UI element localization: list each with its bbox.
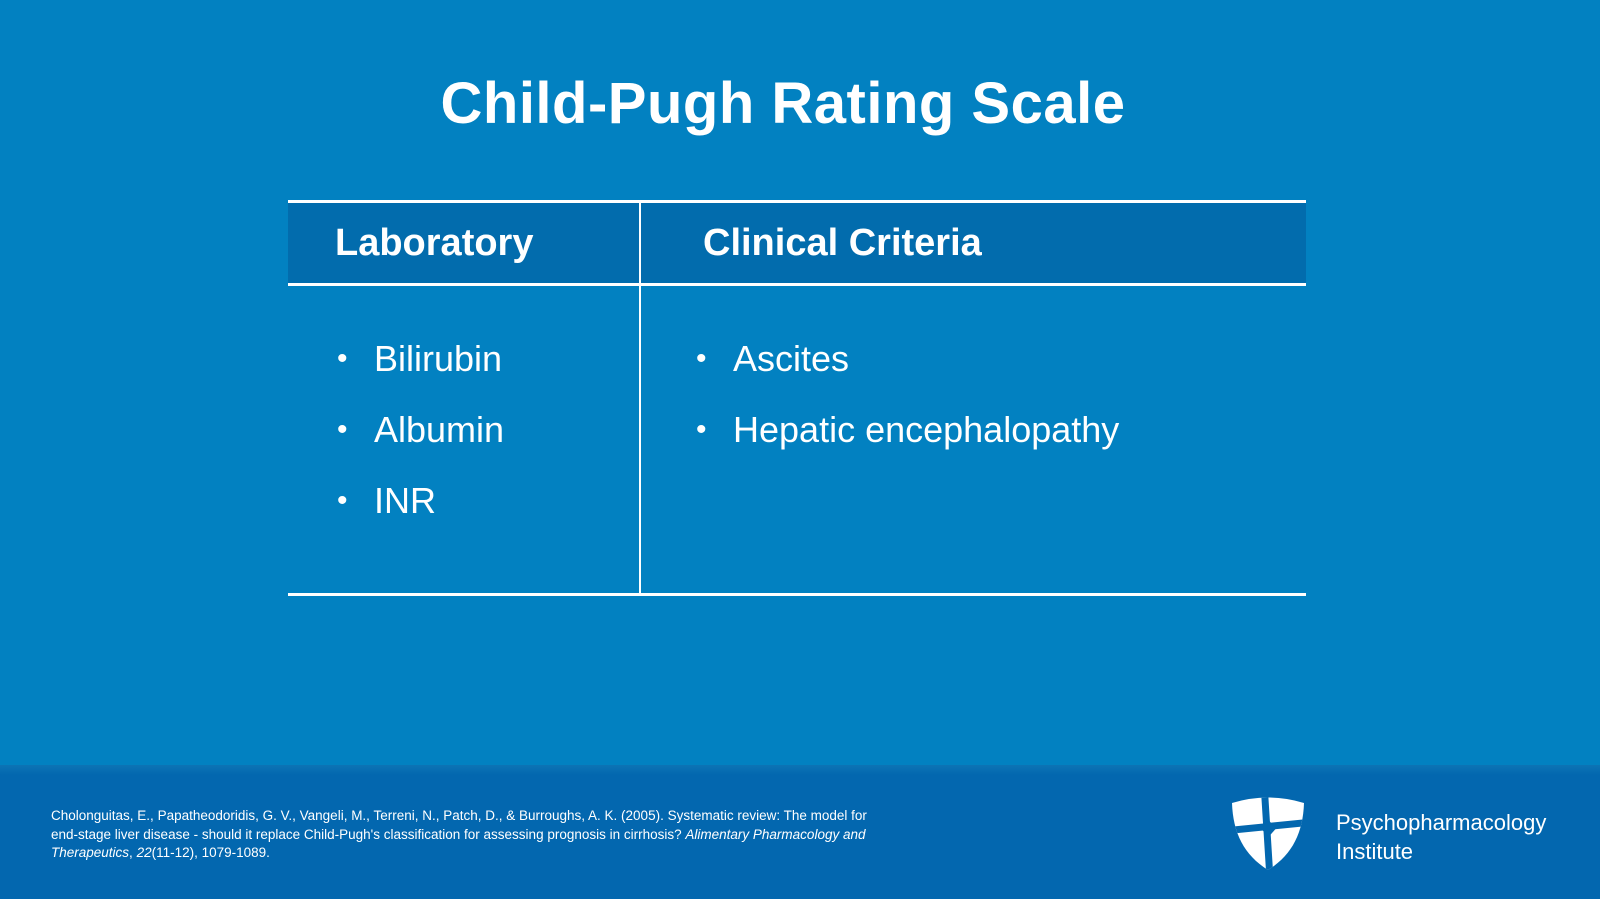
citation-text: Cholonguitas, E., Papatheodoridis, G. V.… bbox=[51, 807, 981, 863]
list-item: • Ascites bbox=[696, 337, 1306, 381]
bullet-icon: • bbox=[337, 413, 348, 446]
psychopharmacology-institute-logo: Psychopharmacology Institute bbox=[1228, 791, 1546, 871]
logo-text-line1: Psychopharmacology bbox=[1336, 810, 1547, 835]
list-item: • INR bbox=[337, 479, 639, 523]
item-label: Ascites bbox=[733, 338, 850, 379]
logo-text: Psychopharmacology Institute bbox=[1336, 808, 1546, 866]
footer-bar: Cholonguitas, E., Papatheodoridis, G. V.… bbox=[0, 765, 1600, 899]
table-header-row: Laboratory Clinical Criteria bbox=[288, 200, 1306, 286]
clinical-criteria-list: • Ascites • Hepatic encephalopathy bbox=[641, 286, 1306, 452]
bullet-icon: • bbox=[337, 342, 348, 375]
table-body-row: • Bilirubin • Albumin • INR • bbox=[288, 286, 1306, 596]
list-item: • Hepatic encephalopathy bbox=[696, 408, 1306, 452]
item-label: Albumin bbox=[374, 409, 505, 450]
bullet-icon: • bbox=[696, 342, 707, 375]
slide-title: Child-Pugh Rating Scale bbox=[440, 71, 1126, 136]
shield-cross-icon bbox=[1232, 797, 1304, 870]
criteria-table: Laboratory Clinical Criteria • Bilirubin… bbox=[288, 200, 1306, 596]
clinical-criteria-cell: • Ascites • Hepatic encephalopathy bbox=[641, 286, 1306, 593]
citation-line: Therapeutics, 22(11-12), 1079-1089. bbox=[51, 845, 270, 861]
list-item: • Albumin bbox=[337, 408, 639, 452]
item-label: Bilirubin bbox=[374, 338, 503, 379]
bullet-icon: • bbox=[696, 413, 707, 446]
logo-text-line2: Institute bbox=[1336, 839, 1414, 864]
header-cell-clinical-criteria: Clinical Criteria bbox=[703, 221, 982, 264]
item-label: INR bbox=[374, 480, 436, 521]
citation-line: Cholonguitas, E., Papatheodoridis, G. V.… bbox=[51, 808, 867, 823]
citation-line: end-stage liver disease - should it repl… bbox=[51, 826, 866, 842]
item-label: Hepatic encephalopathy bbox=[733, 409, 1120, 450]
laboratory-cell: • Bilirubin • Albumin • INR bbox=[288, 286, 641, 593]
list-item: • Bilirubin bbox=[337, 337, 639, 381]
bullet-icon: • bbox=[337, 484, 348, 517]
laboratory-list: • Bilirubin • Albumin • INR bbox=[288, 286, 639, 523]
header-cell-laboratory: Laboratory bbox=[288, 203, 641, 283]
